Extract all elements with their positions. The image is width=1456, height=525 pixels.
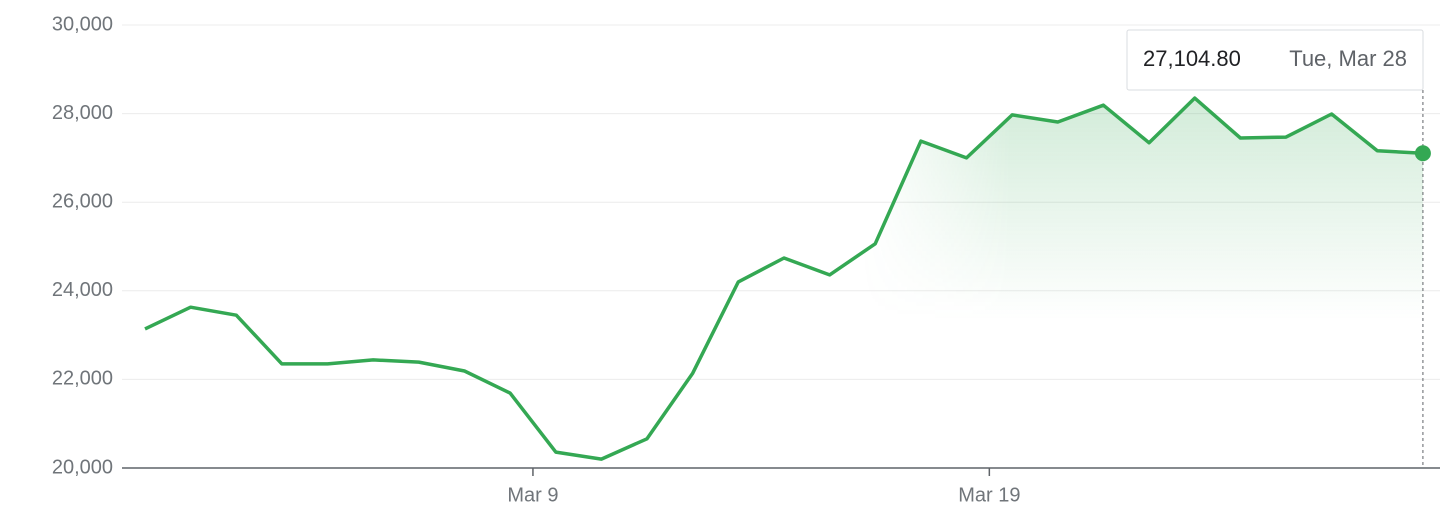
tooltip-value: 27,104.80 [1143,46,1241,71]
x-tick-label: Mar 9 [507,484,558,506]
tooltip-box [1126,29,1424,91]
y-tick-label: 20,000 [52,456,113,478]
y-tick-label: 22,000 [52,368,113,390]
hover-point [1414,145,1431,162]
x-tick-label: Mar 19 [958,484,1020,506]
y-tick-label: 26,000 [52,190,113,212]
line [144,96,1423,461]
y-tick-label: 24,000 [52,279,113,301]
y-tick-label: 30,000 [52,13,113,35]
tooltip-date: Tue, Mar 28 [1289,46,1407,71]
y-tick-label: 28,000 [52,102,113,124]
area [145,98,1423,468]
area-group [145,98,1423,468]
